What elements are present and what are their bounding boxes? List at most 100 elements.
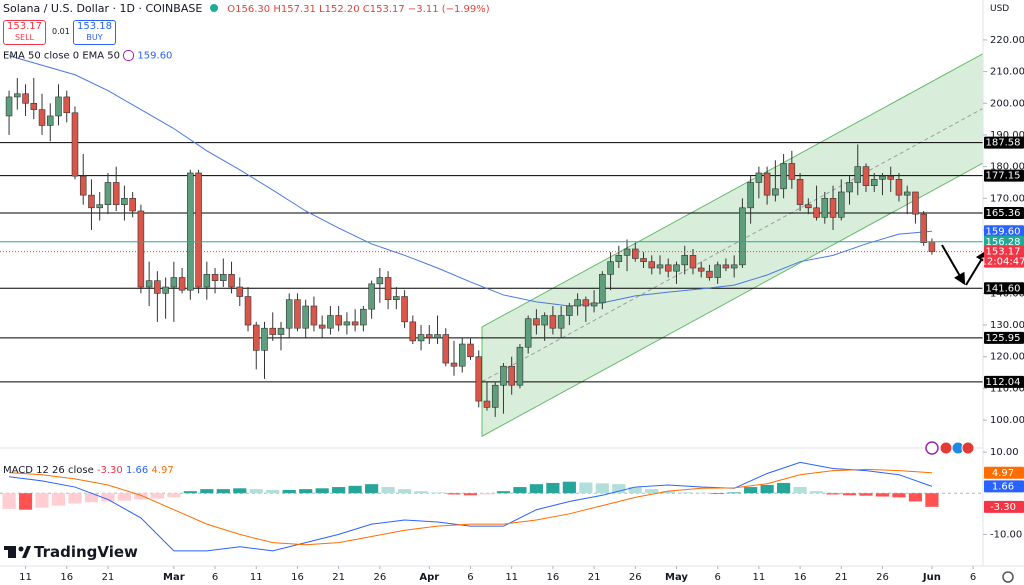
candle-body: [846, 182, 853, 193]
candle-body: [524, 318, 532, 348]
candle-body: [236, 286, 244, 297]
candle-body: [145, 280, 153, 288]
histogram-bar: [397, 489, 412, 494]
y-tick-label: 190.00: [990, 130, 1024, 141]
x-tick-label: 26: [876, 572, 889, 583]
candle-body: [788, 163, 796, 180]
y-tick-label: 100.00: [990, 415, 1024, 426]
buy-price: 153.18: [77, 21, 112, 32]
settings-icon[interactable]: [1002, 571, 1014, 583]
buy-button[interactable]: 153.18 BUY: [73, 20, 116, 45]
candle-body: [862, 166, 870, 186]
candle-body: [689, 255, 697, 269]
candle-body: [417, 334, 425, 342]
macd-signal-value: 4.97: [151, 465, 174, 476]
candle-body: [640, 258, 647, 262]
market-status: [209, 4, 218, 12]
candle-body: [310, 305, 318, 326]
histogram-bar: [150, 493, 164, 499]
macd-histogram-value: -3.30: [96, 465, 123, 476]
sell-button[interactable]: 153.17 SELL: [3, 20, 46, 45]
candle-body: [162, 286, 169, 294]
y-tick-label: 180.00: [990, 162, 1024, 173]
candle-body: [252, 324, 260, 351]
histogram-bar: [117, 493, 132, 501]
candle-body: [912, 191, 919, 215]
candle-body: [187, 172, 194, 291]
histogram-bar: [480, 493, 494, 495]
sell-label: SELL: [14, 33, 35, 42]
x-tick-label: 21: [835, 572, 848, 583]
candle-body: [681, 255, 688, 266]
candle-body: [821, 198, 829, 218]
candle-body: [813, 207, 820, 218]
candle-body: [137, 210, 145, 288]
candle-body: [450, 362, 458, 367]
candle-body: [895, 179, 903, 196]
candle-body: [178, 277, 186, 291]
macd-line-value: 1.66: [125, 465, 149, 476]
y-tick-label: 170.00: [990, 193, 1024, 204]
histogram-bar: [842, 493, 857, 496]
histogram-bar: [51, 493, 66, 506]
histogram-bar: [447, 493, 461, 495]
x-tick-label: 6: [970, 572, 976, 583]
x-tick-label: Mar: [163, 572, 185, 583]
candle-body: [434, 334, 441, 339]
symbol: Solana / U.S. Dollar · 1D · COINBASE: [3, 2, 203, 15]
y-tick-label: 200.00: [990, 98, 1024, 109]
candle-body: [96, 204, 103, 209]
candle-body: [780, 163, 787, 190]
price-label-box: [984, 245, 1024, 268]
indicator-icon: [123, 50, 135, 61]
candle-body: [739, 207, 746, 266]
histogram-bar: [908, 493, 923, 502]
candle-body: [549, 315, 557, 329]
x-tick-label: 16: [60, 572, 73, 583]
candle-body: [541, 315, 548, 326]
candle-body: [104, 182, 112, 205]
histogram-bar: [760, 485, 774, 494]
indicator-legend: EMA 50 close 0 EMA 50 159.60: [3, 50, 172, 62]
candle-body: [796, 179, 804, 205]
candle-body: [607, 261, 614, 275]
histogram-bar: [84, 493, 99, 503]
histogram-bar: [793, 487, 807, 494]
price-label-box: [984, 225, 1024, 238]
candle-body: [71, 112, 79, 177]
histogram-bar: [18, 493, 33, 510]
level-label: 165.36: [986, 208, 1021, 219]
candle-body: [442, 334, 450, 364]
price-label: 156.28: [986, 237, 1021, 248]
axes: 220.00210.00200.00190.00180.00170.00160.…: [19, 35, 1024, 583]
event-icons: [925, 441, 975, 455]
candle-body: [730, 264, 738, 269]
macd-value-label: 4.97: [992, 468, 1014, 479]
x-tick-label: 21: [102, 572, 115, 583]
histogram-bar: [348, 485, 362, 494]
x-tick-label: Apr: [419, 572, 439, 583]
histogram-bar: [463, 493, 478, 496]
x-tick-label: 11: [753, 572, 766, 583]
candle-body: [623, 248, 631, 256]
macd-value-label-box: [984, 466, 1024, 479]
histogram-bar: [826, 493, 840, 495]
level-label: 141.60: [986, 283, 1021, 294]
x-tick-label: Jun: [922, 572, 941, 583]
x-tick-label: 16: [291, 572, 304, 583]
candle-body: [508, 365, 515, 386]
x-tick-label: 26: [373, 572, 386, 583]
indicator-name: EMA 50 close 0 EMA 50: [3, 50, 121, 62]
candle-body: [384, 277, 392, 300]
histogram-bar: [628, 487, 642, 494]
macd-title: MACD 12 26 close: [3, 465, 94, 476]
level-label: 177.15: [986, 171, 1021, 182]
level-label-box: [984, 331, 1024, 344]
y-tick-label: 110.00: [990, 383, 1024, 394]
candle-body: [376, 277, 384, 285]
histogram-bar: [595, 483, 609, 494]
macd-line: [9, 461, 933, 552]
candle-body: [829, 198, 837, 218]
y-tick-label: 10.00: [990, 447, 1019, 458]
